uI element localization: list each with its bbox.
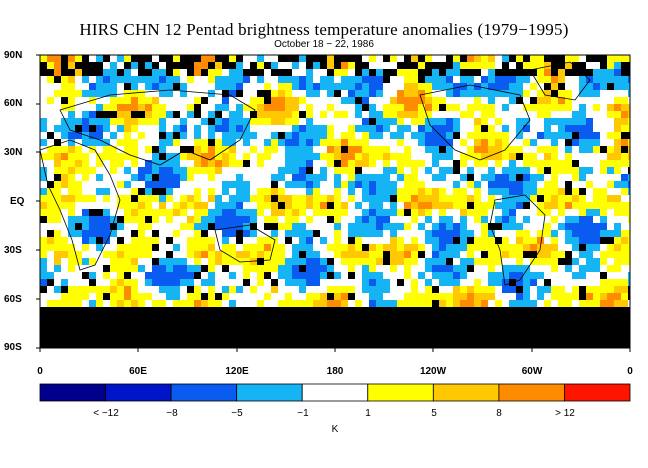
colorbar-label-neg5: −5 — [231, 408, 243, 419]
lon-label-60w: 60W — [521, 366, 543, 377]
lon-label-0: 0 — [37, 366, 43, 377]
colorbar-label-1: 1 — [365, 408, 371, 419]
continent-outline — [489, 194, 546, 286]
lon-label-120e: 120E — [225, 366, 249, 377]
colorbar-label-neg1: −1 — [297, 408, 309, 419]
colorbar-label-5: 5 — [431, 408, 437, 419]
lon-label-0-east: 0 — [627, 366, 633, 377]
continent-outline — [214, 224, 276, 263]
colorbar-swatch — [432, 383, 500, 402]
continent-outline — [529, 61, 591, 101]
map-subtitle: October 18 − 22, 1986 — [274, 39, 374, 50]
colorbar-swatch — [170, 383, 238, 402]
continent-outline — [419, 84, 531, 161]
axis-ticks — [36, 54, 631, 352]
lat-label-90s: 90S — [4, 342, 22, 353]
colorbar-label-lt-12: < −12 — [93, 408, 119, 419]
lat-label-eq: EQ — [10, 196, 25, 207]
lat-label-90n: 90N — [4, 50, 23, 61]
colorbar-label-gt-12: > 12 — [555, 408, 575, 419]
colorbar-swatch — [564, 383, 631, 402]
lon-label-120w: 120W — [419, 366, 447, 377]
colorbar-swatch — [301, 383, 369, 402]
continent-outline — [39, 139, 121, 271]
map-title: HIRS CHN 12 Pentad brightness temperatur… — [79, 20, 569, 39]
colorbar-swatch — [105, 383, 172, 402]
colorbar-swatch — [367, 383, 434, 402]
anomaly-field — [40, 55, 630, 348]
colorbar-label-neg8: −8 — [166, 408, 178, 419]
lat-label-30s: 30S — [4, 245, 22, 256]
colorbar-swatch — [39, 383, 106, 402]
colorbar-swatch — [236, 383, 303, 402]
lon-label-60e: 60E — [129, 366, 147, 377]
lon-label-180: 180 — [326, 366, 344, 377]
continent-outline — [59, 89, 256, 166]
colorbar-swatch — [498, 383, 565, 402]
lat-label-30n: 30N — [4, 147, 23, 158]
colorbar-label-8: 8 — [496, 408, 502, 419]
lat-label-60n: 60N — [4, 98, 23, 109]
coastlines — [39, 61, 591, 286]
colorbar — [39, 383, 631, 402]
colorbar-unit: K — [331, 424, 339, 435]
lat-label-60s: 60S — [4, 294, 22, 305]
